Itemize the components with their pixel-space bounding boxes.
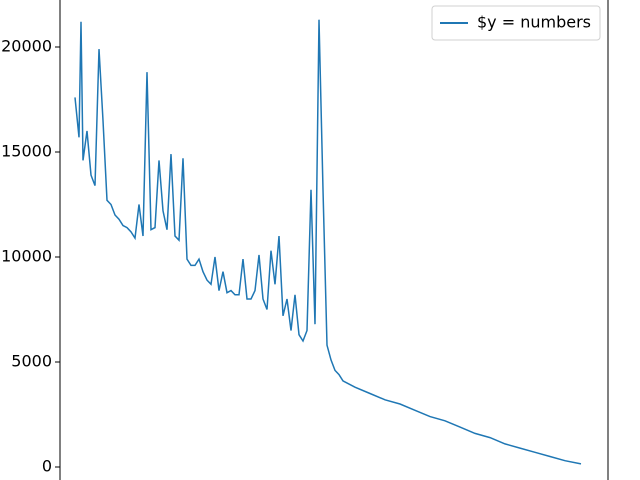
y-tick-label: 5000 (11, 352, 52, 371)
data-line (74, 19, 582, 465)
y-tick-label: 20000 (1, 36, 52, 55)
y-tick-label: 10000 (1, 246, 52, 265)
y-tick-label: 15000 (1, 141, 52, 160)
legend-box (431, 5, 601, 41)
legend-label: $y = numbers (477, 13, 591, 32)
y-tick-label: 0 (42, 457, 52, 476)
